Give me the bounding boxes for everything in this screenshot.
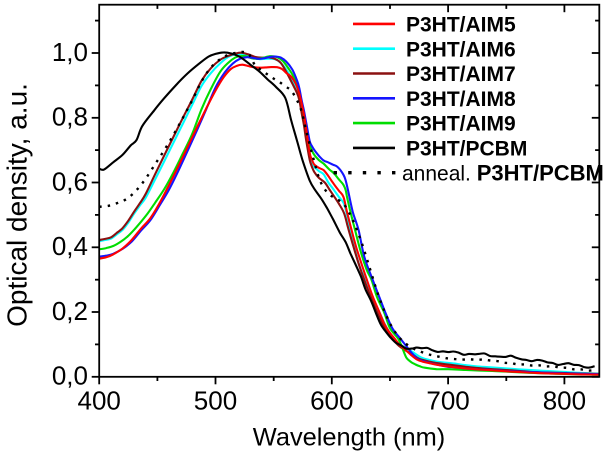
svg-text:1,0: 1,0 <box>52 37 88 67</box>
svg-text:0,4: 0,4 <box>52 231 88 261</box>
svg-text:0,2: 0,2 <box>52 296 88 326</box>
svg-text:0,8: 0,8 <box>52 102 88 132</box>
svg-text:P3HT/AIM8: P3HT/AIM8 <box>406 88 516 111</box>
svg-text:0,6: 0,6 <box>52 166 88 196</box>
svg-text:P3HT/AIM5: P3HT/AIM5 <box>406 14 516 37</box>
svg-text:Wavelength (nm): Wavelength (nm) <box>253 424 445 452</box>
svg-text:600: 600 <box>310 386 353 416</box>
svg-text:P3HT/AIM7: P3HT/AIM7 <box>406 63 516 86</box>
svg-text:P3HT/PCBM: P3HT/PCBM <box>406 138 527 161</box>
svg-text:800: 800 <box>543 386 586 416</box>
svg-text:0,0: 0,0 <box>52 361 88 391</box>
svg-text:500: 500 <box>194 386 237 416</box>
svg-text:400: 400 <box>78 386 121 416</box>
svg-text:700: 700 <box>426 386 469 416</box>
svg-text:anneal. P3HT/PCBM: anneal. P3HT/PCBM <box>402 160 604 185</box>
svg-text:Optical density, a.u.: Optical density, a.u. <box>2 83 33 327</box>
svg-text:P3HT/AIM6: P3HT/AIM6 <box>406 38 516 61</box>
svg-text:P3HT/AIM9: P3HT/AIM9 <box>406 113 516 136</box>
